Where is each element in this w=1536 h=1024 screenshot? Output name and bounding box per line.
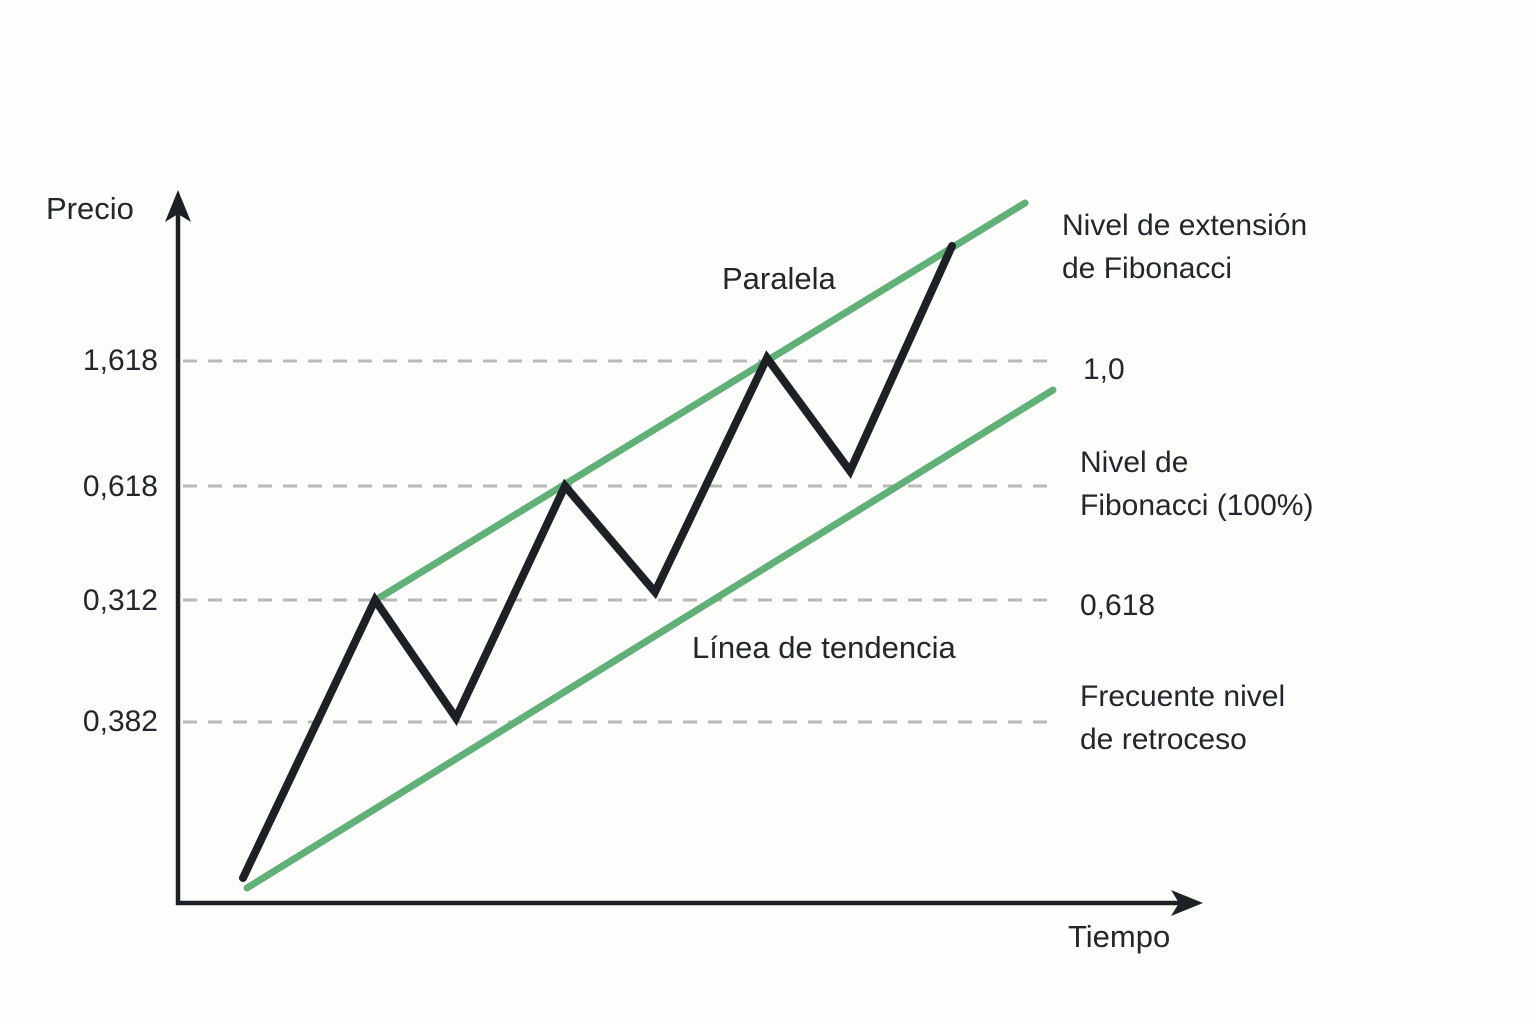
- channel-trend-line: [243, 386, 1057, 892]
- x-axis-arrowhead-icon: [1171, 890, 1203, 916]
- fibonacci-extension-value: 1,0: [1083, 353, 1125, 386]
- price-line: [239, 242, 956, 882]
- y-tick-1618: 1,618: [82, 344, 158, 377]
- y-tick-0382: 0,382: [82, 705, 158, 738]
- y-axis-label: Precio: [46, 191, 134, 226]
- retracement-level-title: Frecuente nivel de retroceso: [1080, 680, 1286, 756]
- trend-line-label: Línea de tendencia: [692, 630, 956, 665]
- parallel-line-label: Paralela: [722, 261, 836, 296]
- fibonacci-extension-title: Nivel de extensión de Fibonacci: [1062, 209, 1308, 285]
- y-tick-0312: 0,312: [82, 584, 158, 617]
- y-tick-0618: 0,618: [82, 470, 158, 503]
- x-axis-label: Tiempo: [1068, 919, 1171, 954]
- channel-parallel-line: [370, 199, 1029, 605]
- fibonacci-level-title: Nivel de Fibonacci (100%): [1080, 446, 1314, 522]
- fibonacci-level-value: 0,618: [1080, 589, 1156, 622]
- y-axis-arrowhead-icon: [165, 190, 191, 222]
